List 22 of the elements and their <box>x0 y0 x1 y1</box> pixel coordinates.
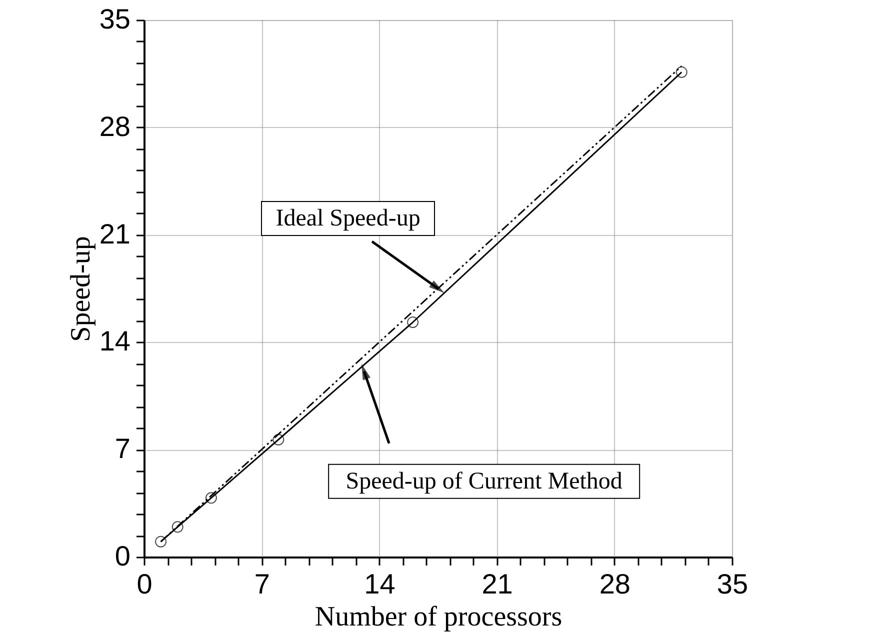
point <box>272 434 284 446</box>
y-tick-label: 35 <box>99 4 130 34</box>
y-tick-label: 0 <box>114 540 130 572</box>
y-tick-label: 7 <box>114 433 130 464</box>
y-tick-label: 14 <box>99 326 130 357</box>
y-axis-title: Speed-up <box>65 236 96 342</box>
point <box>155 536 167 548</box>
x-tick-label: 0 <box>136 568 152 600</box>
x-tick-label: 7 <box>254 568 270 600</box>
point <box>172 521 184 533</box>
point <box>407 316 419 328</box>
annotation: Ideal Speed-up <box>276 206 420 232</box>
x-axis-title: Number of processors <box>314 602 562 632</box>
point <box>676 66 688 78</box>
x-tick-label: 35 <box>716 568 748 600</box>
y-tick-label: 21 <box>99 218 130 250</box>
point <box>205 492 217 504</box>
x-tick-label: 14 <box>364 568 396 600</box>
annotation: Speed-up of Current Method <box>346 468 622 494</box>
y-tick-label: 28 <box>99 110 130 142</box>
x-tick-label: 28 <box>599 568 630 600</box>
x-tick-label: 21 <box>482 568 513 600</box>
